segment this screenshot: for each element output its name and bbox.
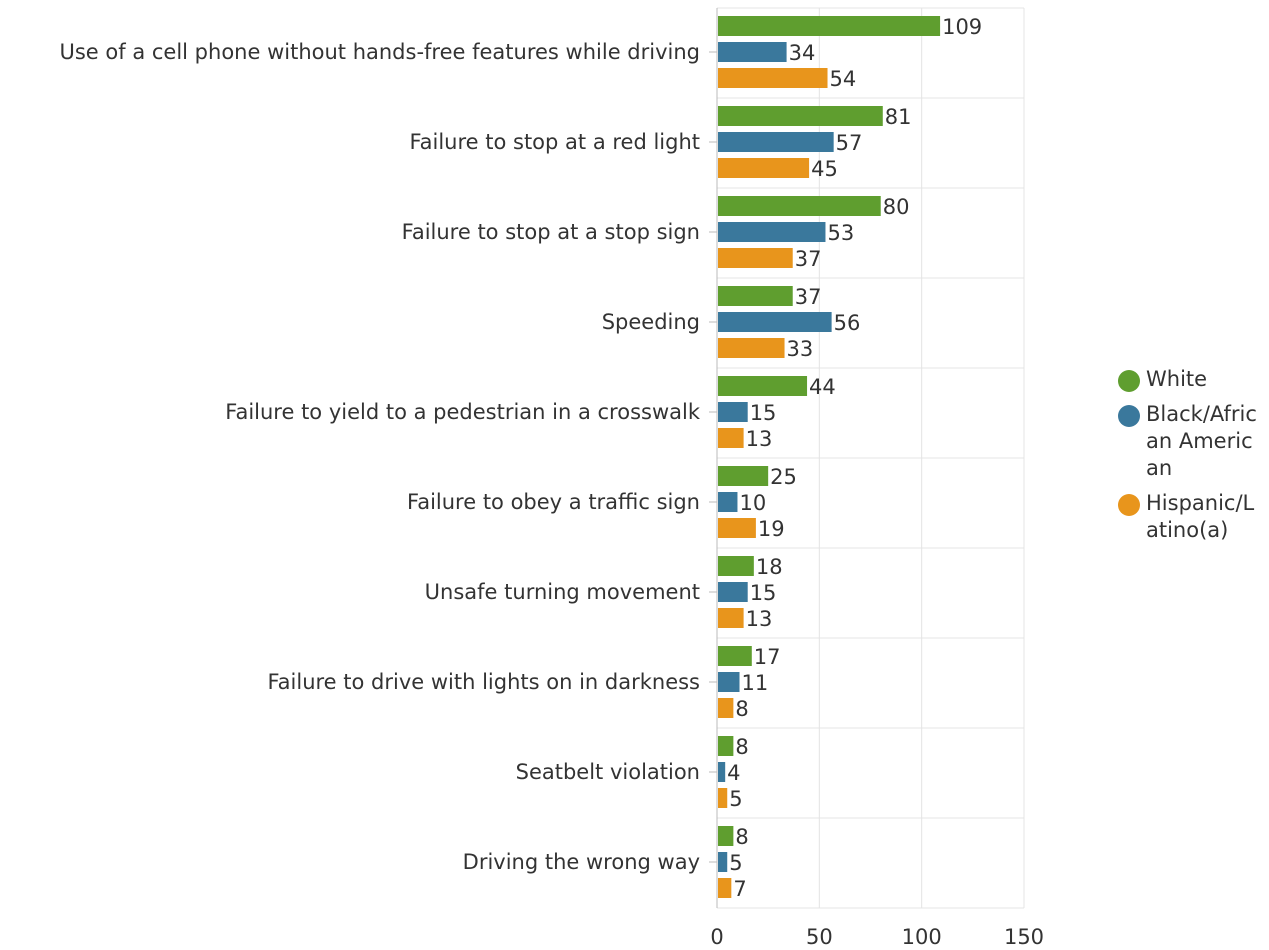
bar xyxy=(718,582,748,602)
data-label: 13 xyxy=(746,607,773,631)
bar xyxy=(718,16,941,36)
data-label: 5 xyxy=(729,787,742,811)
data-label: 37 xyxy=(795,247,822,271)
bar xyxy=(718,762,726,782)
bar xyxy=(718,196,881,216)
data-label: 11 xyxy=(742,671,769,695)
bar xyxy=(718,42,787,62)
data-label: 8 xyxy=(735,735,748,759)
x-tick-label: 100 xyxy=(902,925,942,949)
x-tick-label: 50 xyxy=(806,925,833,949)
data-label: 53 xyxy=(827,221,854,245)
bar xyxy=(718,646,752,666)
data-label: 81 xyxy=(885,105,912,129)
bar xyxy=(718,248,793,268)
data-label: 8 xyxy=(735,825,748,849)
category-label: Unsafe turning movement xyxy=(425,580,700,604)
legend-swatch-hispanic-latino xyxy=(1118,494,1140,516)
category-label: Failure to yield to a pedestrian in a cr… xyxy=(225,400,701,424)
bar xyxy=(718,376,808,396)
bar xyxy=(718,492,738,512)
category-label: Driving the wrong way xyxy=(463,850,700,874)
data-label: 10 xyxy=(739,491,766,515)
legend-label-hispanic-latino: Hispanic/Latino(a) xyxy=(1146,491,1255,542)
data-label: 17 xyxy=(754,645,781,669)
bar xyxy=(718,132,834,152)
data-label: 34 xyxy=(789,41,816,65)
legend: White Black/African American Hispanic/La… xyxy=(1118,366,1268,552)
bar xyxy=(718,788,728,808)
data-label: 37 xyxy=(795,285,822,309)
legend-label-white: White xyxy=(1146,367,1208,391)
legend-item-black-african-american[interactable]: Black/African American xyxy=(1118,401,1268,482)
data-label: 18 xyxy=(756,555,783,579)
legend-label-black-african-american: Black/African American xyxy=(1146,402,1257,480)
x-tick-label: 0 xyxy=(710,925,723,949)
bar xyxy=(718,518,756,538)
data-label: 4 xyxy=(727,761,740,785)
category-label: Failure to obey a traffic sign xyxy=(407,490,700,514)
category-label: Seatbelt violation xyxy=(516,760,700,784)
bar xyxy=(718,826,734,846)
category-label: Speeding xyxy=(602,310,700,334)
bar xyxy=(718,68,828,88)
data-label: 15 xyxy=(750,401,777,425)
bar xyxy=(718,556,754,576)
bar xyxy=(718,222,826,242)
data-label: 56 xyxy=(834,311,861,335)
bar xyxy=(718,608,744,628)
bar xyxy=(718,672,740,692)
bar xyxy=(718,106,883,126)
data-label: 45 xyxy=(811,157,838,181)
data-label: 25 xyxy=(770,465,797,489)
data-label: 54 xyxy=(830,67,857,91)
category-label: Failure to stop at a red light xyxy=(409,130,700,154)
data-label: 15 xyxy=(750,581,777,605)
bar xyxy=(718,466,769,486)
data-label: 80 xyxy=(883,195,910,219)
data-label: 44 xyxy=(809,375,836,399)
bar xyxy=(718,878,732,898)
category-label: Failure to drive with lights on in darkn… xyxy=(268,670,701,694)
data-label: 5 xyxy=(729,851,742,875)
data-label: 13 xyxy=(746,427,773,451)
legend-item-white[interactable]: White xyxy=(1118,366,1268,393)
bar xyxy=(718,402,748,422)
bar xyxy=(718,698,734,718)
category-label: Use of a cell phone without hands-free f… xyxy=(60,40,701,64)
data-label: 57 xyxy=(836,131,863,155)
legend-swatch-white xyxy=(1118,370,1140,392)
bar xyxy=(718,312,832,332)
bar xyxy=(718,428,744,448)
legend-item-hispanic-latino[interactable]: Hispanic/Latino(a) xyxy=(1118,490,1268,544)
data-label: 109 xyxy=(942,15,982,39)
category-label: Failure to stop at a stop sign xyxy=(402,220,700,244)
bar xyxy=(718,286,793,306)
x-tick-label: 150 xyxy=(1004,925,1044,949)
data-label: 7 xyxy=(733,877,746,901)
bar xyxy=(718,736,734,756)
bar xyxy=(718,158,810,178)
legend-swatch-black-african-american xyxy=(1118,405,1140,427)
data-label: 19 xyxy=(758,517,785,541)
bar xyxy=(718,338,785,358)
data-label: 33 xyxy=(787,337,814,361)
bar xyxy=(718,852,728,872)
data-label: 8 xyxy=(735,697,748,721)
